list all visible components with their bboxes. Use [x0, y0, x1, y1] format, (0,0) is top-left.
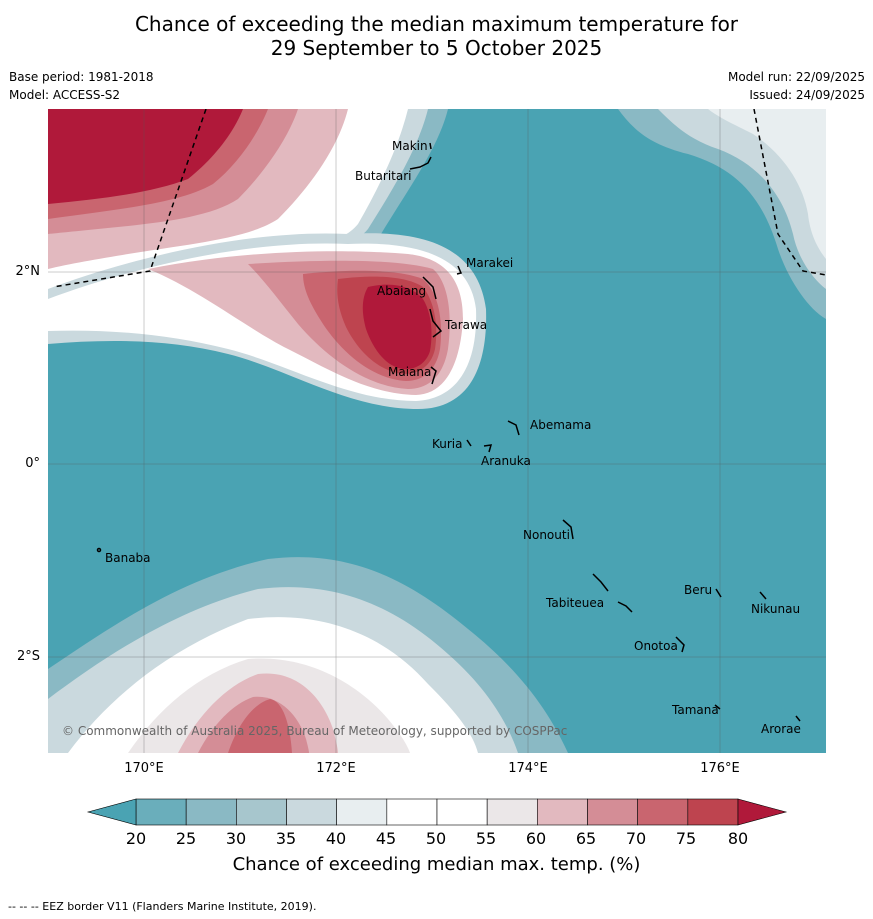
eez-border-line	[52, 109, 207, 288]
island-shape	[409, 156, 432, 170]
map-title: Chance of exceeding the median maximum t…	[0, 12, 873, 60]
issued-date: Issued: 24/09/2025	[749, 88, 865, 102]
island-shape	[714, 704, 721, 710]
island-label: Nikunau	[751, 602, 801, 616]
colorbar-tick: 20	[125, 829, 147, 848]
colorbar-cell	[135, 798, 187, 826]
island-outlines	[96, 142, 801, 722]
lat-label: 0°	[25, 456, 40, 471]
island-label: Tarawa	[445, 318, 488, 332]
island-label: Banaba	[105, 551, 151, 565]
island-label: Nonouti	[523, 528, 570, 542]
island-shape	[466, 439, 472, 447]
colorbar-tick: 40	[325, 829, 347, 848]
eez-border-line	[753, 109, 826, 276]
island-label: Kuria	[432, 437, 463, 451]
island-label: Onotoa	[634, 639, 678, 653]
contour-band	[708, 109, 826, 259]
colorbar-tick: 65	[575, 829, 597, 848]
contour-band	[362, 284, 432, 370]
copyright-notice: © Commonwealth of Australia 2025, Bureau…	[62, 724, 568, 738]
island-shape	[675, 636, 685, 653]
colorbar	[86, 798, 788, 826]
island-shape	[483, 444, 493, 453]
colorbar-cell	[286, 798, 337, 826]
island-label: Maiana	[388, 365, 432, 379]
lon-label: 170°E	[124, 761, 164, 776]
colorbar-cell	[436, 798, 488, 826]
island-shape	[422, 276, 437, 300]
island-shape	[795, 715, 801, 722]
colorbar-cell	[386, 798, 438, 826]
island-shape	[617, 601, 633, 613]
colorbar-cell	[537, 798, 588, 826]
colorbar-tick: 30	[225, 829, 247, 848]
model-run: Model run: 22/09/2025	[727, 70, 865, 84]
lon-label: 172°E	[316, 761, 356, 776]
island-label: Tamana	[672, 703, 719, 717]
island-shape	[592, 573, 609, 592]
colorbar-cell	[486, 798, 538, 826]
base-period: Base period: 1981-2018	[9, 70, 154, 84]
forecast-map-svg	[48, 109, 826, 753]
colorbar-cell	[637, 798, 689, 826]
island-label: Beru	[684, 583, 713, 597]
colorbar-cell	[336, 798, 388, 826]
island-label: Tabiteuea	[546, 596, 605, 610]
island-shape	[456, 265, 463, 275]
contour-band	[48, 109, 243, 204]
colorbar-tick: 60	[525, 829, 547, 848]
island-shape	[429, 308, 443, 338]
title-line-1: Chance of exceeding the median maximum t…	[134, 12, 739, 36]
colorbar-cell	[587, 798, 638, 826]
island-shape	[96, 547, 102, 553]
colorbar-tick: 50	[425, 829, 447, 848]
eez-legend-footer: -- -- -- EEZ border V11 (Flanders Marine…	[8, 900, 317, 913]
island-label: Arorae	[761, 722, 801, 736]
island-shape	[715, 588, 722, 598]
island-shape	[429, 142, 432, 150]
island-shape	[430, 366, 437, 385]
colorbar-title: Chance of exceeding median max. temp. (%…	[232, 854, 641, 875]
lat-label: 2°S	[16, 649, 40, 664]
island-label: Makin	[392, 139, 428, 153]
colorbar-high-arrow	[737, 798, 788, 826]
colorbar-tick: 70	[625, 829, 647, 848]
graticule	[48, 109, 826, 753]
eez-border	[52, 109, 826, 288]
colorbar-low-arrow	[86, 798, 137, 826]
colorbar-tick: 75	[675, 829, 697, 848]
colorbar-tick: 80	[727, 829, 749, 848]
colorbar-cell	[687, 798, 739, 826]
island-shape	[562, 519, 574, 540]
lat-label: 2°N	[15, 264, 41, 279]
lon-label: 176°E	[700, 761, 740, 776]
island-label: Abaiang	[377, 284, 427, 298]
colorbar-cell	[185, 798, 237, 826]
island-label: Marakei	[466, 256, 514, 270]
island-shape	[507, 420, 520, 436]
colorbar-cell	[236, 798, 287, 826]
colorbar-tick: 25	[175, 829, 197, 848]
model-name: Model: ACCESS-S2	[9, 88, 121, 102]
lon-label: 174°E	[508, 761, 548, 776]
colorbar-cells	[135, 798, 739, 826]
title-line-2: 29 September to 5 October 2025	[270, 36, 603, 60]
colorbar-tick: 45	[375, 829, 397, 848]
island-label: Aranuka	[481, 454, 531, 468]
colorbar-tick: 55	[475, 829, 497, 848]
colorbar-tick: 35	[275, 829, 297, 848]
island-shape	[759, 591, 767, 600]
island-label: Abemama	[530, 418, 592, 432]
island-label: Butaritari	[355, 169, 412, 183]
forecast-map	[48, 109, 826, 753]
contour-band	[228, 699, 292, 753]
